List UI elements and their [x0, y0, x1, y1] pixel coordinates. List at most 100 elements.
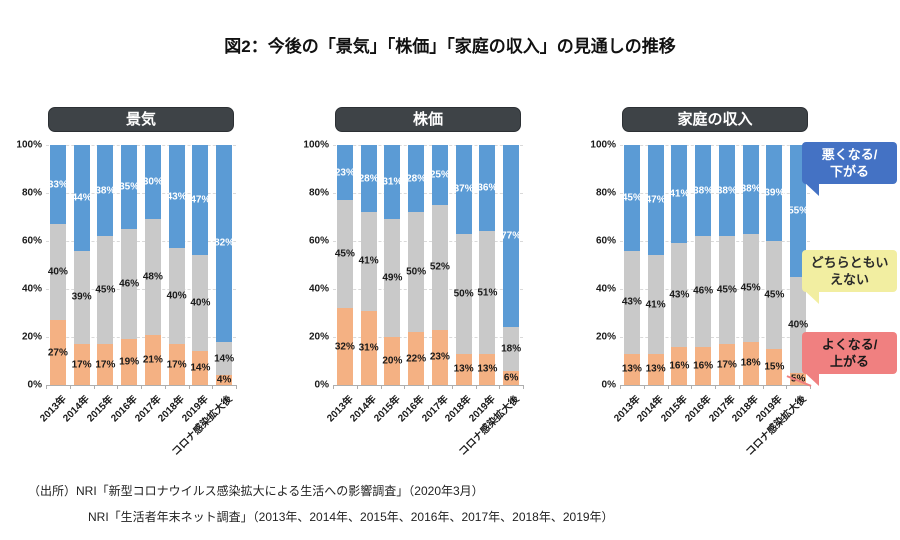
y-axis-label: 60% — [21, 235, 42, 247]
value-label-positive: 17% — [716, 359, 737, 371]
x-axis-tick — [46, 385, 47, 389]
legend-label: 悪くなる/ — [821, 147, 878, 162]
value-label-positive: 17% — [71, 359, 92, 371]
stacked-bar — [192, 145, 209, 385]
value-label-negative: 41% — [669, 188, 690, 200]
value-label-positive: 16% — [693, 360, 714, 372]
stacked-bar — [695, 145, 712, 385]
legend-callout-positive: よくなる/ 上がる — [786, 332, 897, 387]
stacked-bar — [216, 145, 233, 385]
segment-negative — [97, 145, 114, 237]
value-label-negative: 38% — [740, 183, 761, 195]
value-label-neutral: 40% — [47, 266, 68, 278]
segment-positive — [695, 346, 712, 385]
y-axis-label: 60% — [308, 235, 329, 247]
value-label-neutral: 50% — [453, 288, 474, 300]
stacked-bar — [742, 145, 759, 385]
x-axis-tick — [738, 385, 740, 389]
value-label-negative: 28% — [358, 173, 379, 185]
segment-negative — [695, 145, 712, 237]
segment-negative — [455, 145, 472, 234]
y-axis-label: 0% — [601, 379, 616, 391]
segment-positive — [73, 344, 90, 385]
value-label-neutral: 18% — [501, 343, 522, 355]
value-label-positive: 13% — [477, 363, 498, 375]
x-axis-tick — [93, 385, 95, 389]
value-label-neutral: 48% — [142, 271, 163, 283]
segment-negative — [49, 145, 66, 225]
value-label-positive: 15% — [764, 361, 785, 373]
gridline-80 — [46, 193, 236, 194]
stacked-bar — [168, 145, 185, 385]
segment-negative — [192, 145, 209, 256]
value-label-positive: 17% — [166, 359, 187, 371]
segment-positive — [408, 332, 425, 385]
y-axis-label: 100% — [590, 139, 616, 151]
segment-positive — [766, 349, 783, 385]
gridline-20 — [46, 337, 236, 338]
segment-neutral — [73, 250, 90, 345]
gridline-60 — [46, 241, 236, 242]
value-label-negative: 31% — [382, 176, 403, 188]
segment-negative — [431, 145, 448, 206]
legend-label: 上がる — [829, 354, 869, 369]
gridline-100 — [333, 145, 523, 146]
segment-positive — [623, 353, 640, 385]
segment-neutral — [144, 219, 161, 335]
value-label-negative: 37% — [453, 183, 474, 195]
value-label-positive: 6% — [503, 372, 519, 384]
x-axis-tick — [164, 385, 166, 389]
stacked-bar — [647, 145, 664, 385]
segment-negative — [742, 145, 759, 234]
segment-negative — [671, 145, 688, 244]
segment-neutral — [455, 233, 472, 354]
value-label-positive: 27% — [47, 347, 68, 359]
legend-label: よくなる/ — [821, 337, 878, 352]
stacked-bar — [503, 145, 520, 385]
segment-neutral — [192, 255, 209, 352]
segment-positive — [671, 346, 688, 385]
gridline-80 — [620, 193, 810, 194]
segment-neutral — [336, 200, 353, 309]
stacked-bar — [336, 145, 353, 385]
value-label-neutral: 45% — [95, 284, 116, 296]
segment-negative — [384, 145, 401, 220]
stacked-bar — [49, 145, 66, 385]
x-axis-tick — [188, 385, 190, 389]
y-axis-label: 80% — [21, 187, 42, 199]
gridline-80 — [333, 193, 523, 194]
segment-neutral — [503, 327, 520, 371]
y-axis-label: 40% — [308, 283, 329, 295]
segment-neutral — [671, 243, 688, 347]
x-axis-tick — [810, 385, 811, 389]
segment-neutral — [216, 341, 233, 376]
value-label-negative: 82% — [214, 237, 235, 249]
x-axis-tick — [499, 385, 501, 389]
y-axis-label: 100% — [16, 139, 42, 151]
segment-neutral — [360, 212, 377, 311]
value-label-negative: 38% — [693, 185, 714, 197]
segment-positive — [360, 310, 377, 385]
value-label-positive: 23% — [429, 351, 450, 363]
value-label-negative: 23% — [334, 167, 355, 179]
x-axis-tick — [380, 385, 382, 389]
x-axis-tick — [715, 385, 716, 389]
y-axis-label: 20% — [308, 331, 329, 343]
x-axis-tick — [356, 385, 358, 389]
stacked-bar — [431, 145, 448, 385]
segment-positive — [49, 320, 66, 385]
value-label-positive: 31% — [358, 342, 379, 354]
y-axis-label: 0% — [314, 379, 329, 391]
segment-positive — [455, 353, 472, 385]
x-axis-tick — [786, 385, 788, 389]
segment-positive — [168, 344, 185, 385]
value-label-negative: 43% — [166, 191, 187, 203]
value-label-neutral: 46% — [693, 285, 714, 297]
value-label-positive: 22% — [406, 353, 427, 365]
segment-neutral — [742, 233, 759, 342]
segment-negative — [336, 145, 353, 201]
value-label-neutral: 41% — [358, 255, 379, 267]
segment-neutral — [623, 250, 640, 354]
value-label-negative: 47% — [645, 194, 666, 206]
source-line-1: （出所）NRI「新型コロナウイルス感染拡大による生活への影響調査」（2020年3… — [28, 484, 484, 498]
